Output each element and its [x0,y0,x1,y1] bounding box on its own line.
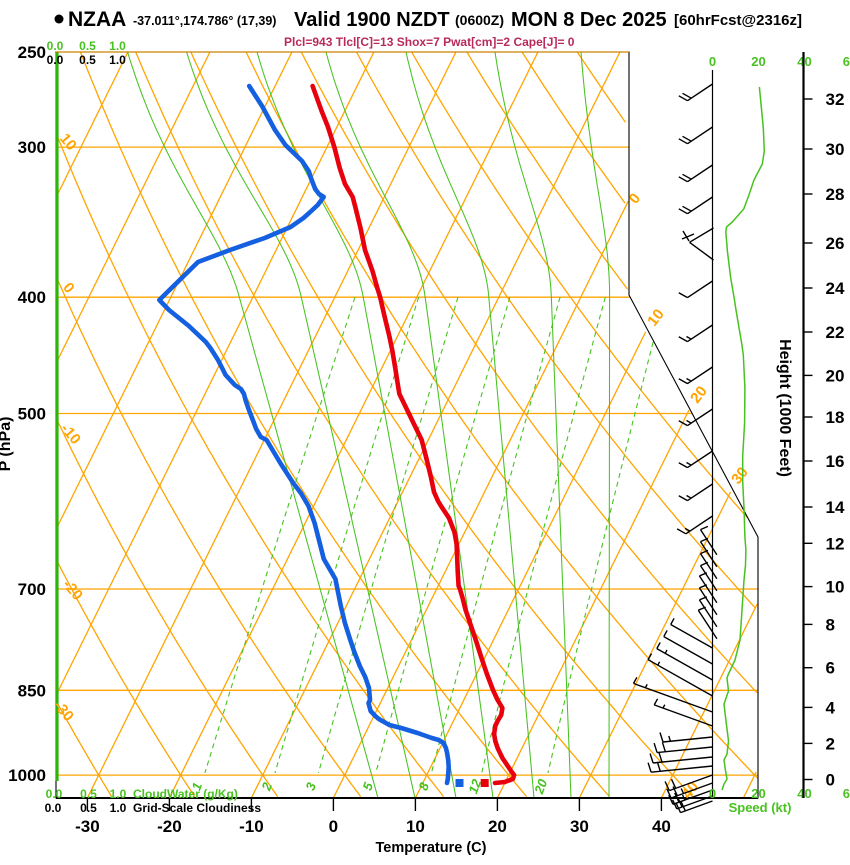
svg-text:Speed (kt): Speed (kt) [729,800,792,815]
svg-text:-10: -10 [239,817,264,836]
svg-text:1.0: 1.0 [109,39,126,53]
svg-text:-20: -20 [157,817,182,836]
svg-text:30: 30 [826,140,845,159]
svg-text:4: 4 [826,698,836,717]
svg-text:30: 30 [728,464,752,488]
svg-text:12: 12 [826,534,845,553]
svg-text:1: 1 [188,780,205,792]
svg-text:6: 6 [826,659,835,678]
svg-text:250: 250 [18,43,46,62]
svg-text:24: 24 [826,279,845,298]
svg-text:1.0: 1.0 [110,801,127,815]
svg-text:22: 22 [826,323,845,342]
svg-text:0.0: 0.0 [47,39,64,53]
svg-text:Height (1000 Feet): Height (1000 Feet) [776,339,793,477]
svg-text:2: 2 [826,734,835,753]
svg-text:20: 20 [488,817,507,836]
svg-text:400: 400 [18,288,46,307]
svg-text:Plcl=943 Tlcl[C]=13 Shox=7 Pwa: Plcl=943 Tlcl[C]=13 Shox=7 Pwat[cm]=2 Ca… [284,35,575,49]
svg-text:60: 60 [843,54,850,69]
svg-text:0: 0 [709,54,716,69]
svg-text:32: 32 [826,90,845,109]
svg-text:10: 10 [826,578,845,597]
svg-text:850: 850 [18,681,46,700]
svg-text:30: 30 [570,817,589,836]
svg-text:10: 10 [406,817,425,836]
svg-text:16: 16 [826,452,845,471]
svg-text:20: 20 [687,383,711,407]
svg-text:20: 20 [751,786,765,801]
svg-text:0.5: 0.5 [80,787,97,801]
svg-text:0.5: 0.5 [79,39,96,53]
svg-text:CloudWater (g/Kg): CloudWater (g/Kg) [133,787,238,801]
svg-text:0.0: 0.0 [47,53,64,67]
svg-text:0.5: 0.5 [80,801,97,815]
svg-text:18: 18 [826,408,845,427]
svg-text:20: 20 [751,54,765,69]
svg-text:-30: -30 [75,817,100,836]
svg-text:1000: 1000 [8,766,46,785]
svg-text:Valid 1900 NZDT: Valid 1900 NZDT [294,9,450,31]
svg-text:Temperature (C): Temperature (C) [376,840,487,856]
svg-text:40: 40 [652,817,671,836]
svg-text:0: 0 [826,771,835,790]
svg-text:20: 20 [826,366,845,385]
svg-text:0.5: 0.5 [79,53,96,67]
svg-text:(0600Z): (0600Z) [455,12,504,28]
svg-text:8: 8 [826,615,835,634]
svg-text:NZAA: NZAA [68,8,126,31]
svg-text:[60hrFcst@2316z]: [60hrFcst@2316z] [674,12,802,29]
svg-text:1.0: 1.0 [110,787,127,801]
svg-text:700: 700 [18,580,46,599]
svg-text:26: 26 [826,234,845,253]
svg-text:28: 28 [826,185,845,204]
svg-text:Grid-Scale Cloudiness: Grid-Scale Cloudiness [133,801,261,815]
svg-text:1.0: 1.0 [109,53,126,67]
svg-text:MON 8 Dec 2025: MON 8 Dec 2025 [511,9,667,31]
svg-text:300: 300 [18,138,46,157]
svg-text:0.0: 0.0 [45,801,62,815]
svg-text:60: 60 [843,786,850,801]
svg-text:500: 500 [18,405,46,424]
svg-text:20: 20 [531,776,551,796]
svg-text:12: 12 [465,776,484,795]
svg-text:0.0: 0.0 [46,787,63,801]
svg-text:-37.011°,174.786° (17,39): -37.011°,174.786° (17,39) [133,14,276,28]
svg-text:10: 10 [644,306,668,330]
svg-text:14: 14 [826,498,845,517]
svg-text:0: 0 [709,786,716,801]
svg-text:P (hPa): P (hPa) [0,417,14,472]
svg-text:0: 0 [329,817,338,836]
